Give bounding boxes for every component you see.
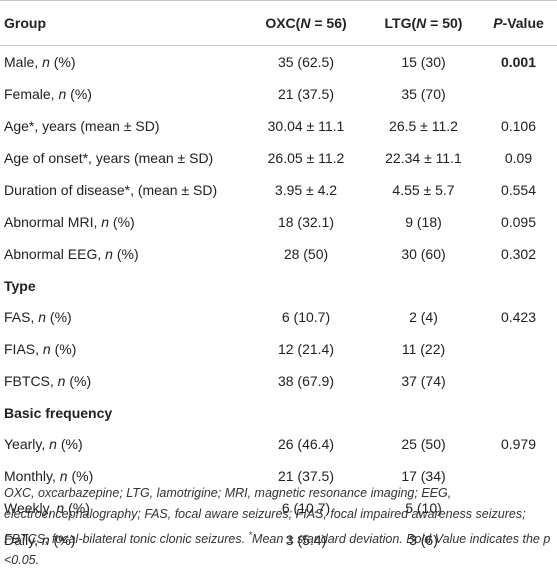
row-label: Weekly, n (%): [4, 499, 90, 516]
empty-cell: [367, 397, 480, 429]
table-row: FAS, n (%) 6 (10.7) 2 (4) 0.423: [0, 301, 557, 333]
ltg-value: 4.55 ± 5.7: [392, 181, 455, 198]
empty-cell: [367, 270, 480, 302]
row-label: Daily, n (%): [4, 531, 76, 548]
empty-cell: [480, 397, 557, 429]
ltg-value: 26.5 ± 11.2: [389, 117, 458, 134]
p-value: 0.423: [500, 308, 537, 325]
ltg-value: 11 (22): [401, 340, 446, 357]
p-value: [480, 333, 557, 365]
oxc-value: 3 (5.4): [285, 531, 327, 548]
table-row: Monthly, n (%) 21 (37.5) 17 (34): [0, 459, 557, 492]
data-table-container: Group OXC(N = 56) LTG(N = 50) P-Value Ma…: [0, 0, 557, 556]
ltg-value: 37 (74): [401, 372, 446, 389]
section-heading: Basic frequency: [4, 404, 113, 421]
empty-cell: [480, 270, 557, 302]
ltg-value: 15 (30): [401, 53, 446, 70]
p-value: 0.554: [500, 181, 537, 198]
oxc-value: 6 (10.7): [281, 499, 331, 516]
p-value: 0.001: [500, 53, 537, 70]
demographics-table: Group OXC(N = 56) LTG(N = 50) P-Value Ma…: [0, 0, 557, 556]
p-value: 0.095: [500, 213, 537, 230]
table-footnote: OXC, oxcarbazepine; LTG, lamotrigine; MR…: [4, 486, 551, 568]
oxc-value: 12 (21.4): [277, 340, 335, 357]
table-row: Age of onset*, years (mean ± SD) 26.05 ± …: [0, 141, 557, 174]
row-label: FAS, n (%): [4, 308, 72, 325]
header-p-value: P-Value: [493, 15, 544, 31]
empty-cell: [245, 270, 367, 302]
row-label: Age of onset*, years (mean ± SD): [4, 149, 214, 166]
table-row: Female, n (%) 21 (37.5) 35 (70): [0, 77, 557, 110]
oxc-value: 3.95 ± 4.2: [274, 181, 338, 198]
p-value: 0.09: [504, 149, 533, 166]
p-value: [480, 365, 557, 397]
header-oxc: OXC(N = 56): [265, 15, 347, 31]
header-ltg: LTG(N = 50): [384, 15, 463, 31]
oxc-value: 18 (32.1): [277, 213, 335, 230]
oxc-value: 6 (10.7): [281, 308, 331, 325]
table-row: FBTCS, n (%) 38 (67.9) 37 (74): [0, 364, 557, 397]
ltg-value: 25 (50): [401, 435, 446, 452]
p-value: [480, 78, 557, 110]
table-row: Abnormal MRI, n (%) 18 (32.1) 9 (18) 0.095: [0, 205, 557, 238]
section-row: Basic frequency: [0, 396, 557, 429]
oxc-value: 30.04 ± 11.1: [267, 117, 345, 134]
table-header-row: Group OXC(N = 56) LTG(N = 50) P-Value: [0, 0, 557, 46]
p-value: 0.979: [500, 435, 537, 452]
table-row: Weekly, n (%) 6 (10.7) 5 (10): [0, 491, 557, 524]
row-label: FBTCS, n (%): [4, 372, 92, 389]
table-row: Daily, n (%) 3 (5.4) 3 (6): [0, 523, 557, 556]
table-row: Duration of disease*, (mean ± SD) 3.95 ± …: [0, 173, 557, 206]
row-label: Yearly, n (%): [4, 435, 83, 452]
ltg-value: 2 (4): [409, 308, 438, 325]
oxc-value: 21 (37.5): [277, 85, 335, 102]
oxc-value: 35 (62.5): [277, 53, 335, 70]
ltg-value: 35 (70): [401, 85, 446, 102]
ltg-value: 17 (34): [401, 467, 446, 484]
row-label: Male, n (%): [4, 53, 76, 70]
ltg-value: 5 (10): [405, 499, 442, 516]
header-group: Group: [4, 15, 46, 31]
ltg-value: 22.34 ± 11.1: [385, 149, 462, 166]
row-label: Age*, years (mean ± SD): [4, 117, 160, 134]
table-row: Abnormal EEG, n (%) 28 (50) 30 (60) 0.302: [0, 237, 557, 270]
ltg-value: 9 (18): [405, 213, 442, 230]
table-row: FIAS, n (%) 12 (21.4) 11 (22): [0, 332, 557, 365]
ltg-value: 3 (6): [409, 531, 438, 548]
oxc-value: 28 (50): [283, 245, 329, 262]
p-value: 0.302: [500, 245, 537, 262]
row-label: Abnormal MRI, n (%): [4, 213, 135, 230]
row-label: Abnormal EEG, n (%): [4, 245, 139, 262]
row-label: FIAS, n (%): [4, 340, 77, 357]
row-label: Monthly, n (%): [4, 467, 94, 484]
empty-cell: [245, 397, 367, 429]
oxc-value: 26 (46.4): [277, 435, 335, 452]
oxc-value: 26.05 ± 11.2: [267, 149, 345, 166]
oxc-value: 38 (67.9): [277, 372, 335, 389]
table-body: Male, n (%) 35 (62.5) 15 (30) 0.001 Female, …: [0, 45, 557, 556]
section-row: Type: [0, 269, 557, 302]
ltg-value: 30 (60): [401, 245, 446, 262]
table-row: Male, n (%) 35 (62.5) 15 (30) 0.001: [0, 45, 557, 78]
p-value: 0.106: [500, 117, 537, 134]
row-label: Duration of disease*, (mean ± SD): [4, 181, 218, 198]
table-row: Age*, years (mean ± SD) 30.04 ± 11.1 26.5 …: [0, 109, 557, 142]
table-row: Yearly, n (%) 26 (46.4) 25 (50) 0.979: [0, 428, 557, 460]
row-label: Female, n (%): [4, 85, 92, 102]
section-heading: Type: [4, 277, 36, 294]
oxc-value: 21 (37.5): [277, 467, 335, 484]
